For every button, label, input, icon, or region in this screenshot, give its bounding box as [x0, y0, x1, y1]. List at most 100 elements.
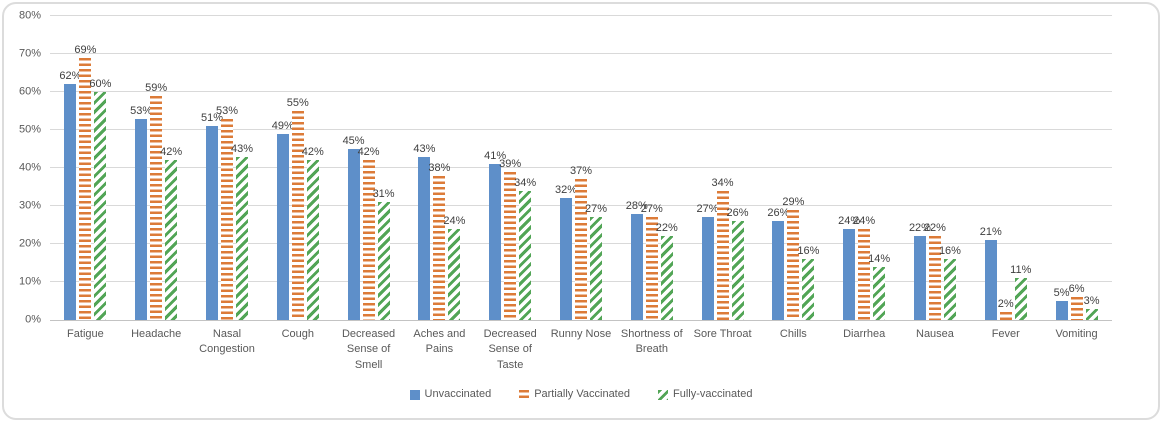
bar-unvaccinated — [205, 126, 218, 320]
data-label: 3% — [1083, 294, 1100, 307]
bar-fully-vaccinated — [377, 202, 390, 320]
bar-with-label: 31% — [373, 16, 395, 320]
x-category-label: Decreased Sense of Taste — [483, 328, 537, 371]
data-label: 55% — [286, 97, 309, 109]
y-tick-label: 50% — [18, 123, 41, 136]
data-label: 26% — [726, 207, 749, 220]
bar-with-label: 27% — [641, 16, 663, 320]
bar-group: 22% 22% 16% — [900, 16, 971, 320]
bar-group: 24% 24% 14% — [829, 16, 900, 320]
bar-unvaccinated — [913, 236, 926, 320]
bar-with-label: 22% — [656, 16, 678, 320]
y-tick-label: 70% — [18, 47, 41, 60]
x-category-label: Shortness of Breath — [620, 328, 683, 356]
bar-group: 5% 6% 3% — [1041, 16, 1112, 320]
bar-with-label: 69% — [74, 16, 96, 320]
bar-group: 53% 59% 42% — [121, 16, 192, 320]
bar-unvaccinated — [843, 228, 856, 320]
y-tick-label: 0% — [25, 313, 41, 326]
bar-group: 21% 2% 11% — [970, 16, 1041, 320]
x-category-label: Sore Throat — [693, 328, 752, 340]
bar-fully-vaccinated — [1085, 308, 1098, 320]
x-category-label: Headache — [131, 328, 182, 340]
data-label: 42% — [301, 146, 324, 159]
bar-group: 27% 34% 26% — [687, 16, 758, 320]
x-category-label: Fatigue — [67, 328, 104, 340]
bar-partially-vaccinated — [645, 217, 658, 320]
legend: Unvaccinated Partially Vaccinated Fully-va… — [4, 389, 1158, 400]
bar-fully-vaccinated — [873, 266, 886, 320]
data-label: 53% — [130, 104, 153, 117]
x-category-label: Decreased Sense of Smell — [341, 328, 396, 371]
data-label: 2% — [997, 298, 1014, 311]
data-label: 31% — [372, 188, 395, 201]
data-label: 42% — [357, 146, 380, 159]
bar-with-label: 16% — [939, 16, 961, 320]
bar-fully-vaccinated — [943, 259, 956, 320]
data-label: 22% — [923, 222, 946, 235]
bar-with-label: 45% — [343, 16, 365, 320]
bar-with-label: 34% — [514, 16, 536, 320]
data-label: 41% — [484, 150, 507, 163]
x-category-label: Fever — [991, 328, 1020, 340]
bar-with-label: 59% — [145, 16, 167, 320]
bar-partially-vaccinated — [574, 179, 587, 320]
bar-group: 41% 39% 34% — [475, 16, 546, 320]
bar-unvaccinated — [489, 164, 502, 320]
bar-partially-vaccinated — [716, 190, 729, 320]
bar-with-label: 39% — [499, 16, 521, 320]
bar-partially-vaccinated — [362, 160, 375, 320]
bar-with-label: 5% — [1054, 16, 1070, 320]
data-label: 24% — [853, 214, 876, 227]
bar-unvaccinated — [135, 118, 148, 320]
data-label: 49% — [271, 119, 294, 132]
y-tick-label: 40% — [18, 161, 41, 174]
legend-marker-icon — [519, 389, 530, 400]
bar-fully-vaccinated — [731, 221, 744, 320]
bar-groups: 62% 69% 60% 53% 59% 42% 51% 53% 43% 49% 55% 42% 45% 4… — [50, 16, 1112, 320]
data-label: 11% — [1010, 264, 1032, 277]
bar-unvaccinated — [701, 217, 714, 320]
bar-with-label: 26% — [727, 16, 749, 320]
data-label: 37% — [569, 165, 592, 178]
x-category-label: Runny Nose — [550, 328, 612, 340]
bar-with-label: 53% — [216, 16, 238, 320]
bar-group: 28% 27% 22% — [616, 16, 687, 320]
bar-with-label: 6% — [1069, 16, 1085, 320]
bar-with-label: 29% — [782, 16, 804, 320]
data-label: 27% — [584, 203, 607, 216]
data-label: 28% — [625, 199, 648, 212]
data-label: 24% — [443, 214, 466, 227]
legend-label: Partially Vaccinated — [534, 388, 630, 401]
bar-with-label: 11% — [1010, 16, 1031, 320]
bar-with-label: 27% — [585, 16, 607, 320]
data-label: 60% — [89, 78, 112, 90]
bar-fully-vaccinated — [235, 156, 248, 320]
bar-with-label: 22% — [909, 16, 931, 320]
bar-unvaccinated — [418, 156, 431, 320]
bar-fully-vaccinated — [1014, 278, 1027, 320]
data-label: 32% — [554, 184, 577, 197]
x-category-label: Chills — [779, 328, 807, 340]
data-label: 69% — [74, 43, 97, 56]
bar-unvaccinated — [772, 221, 785, 320]
bar-group: 45% 42% 31% — [333, 16, 404, 320]
bar-fully-vaccinated — [165, 160, 178, 320]
bar-with-label: 24% — [838, 16, 860, 320]
bar-with-label: 43% — [413, 16, 435, 320]
bar-with-label: 49% — [272, 16, 294, 320]
bar-with-label: 21% — [980, 16, 1002, 320]
data-label: 16% — [938, 245, 961, 258]
bar-with-label: 42% — [358, 16, 380, 320]
bar-unvaccinated — [559, 198, 572, 320]
legend-item-fully-vaccinated: Fully-vaccinated — [657, 389, 752, 400]
bar-partially-vaccinated — [928, 236, 941, 320]
bar-partially-vaccinated — [220, 118, 233, 320]
data-label: 16% — [797, 245, 820, 258]
data-label: 22% — [655, 222, 678, 235]
bar-with-label: 2% — [997, 16, 1014, 320]
bar-unvaccinated — [1055, 301, 1068, 320]
bar-fully-vaccinated — [94, 92, 107, 320]
bar-fully-vaccinated — [660, 236, 673, 320]
